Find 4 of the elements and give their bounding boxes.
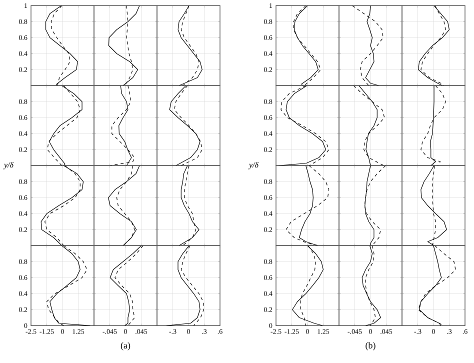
y-axis-title: y/δ bbox=[3, 162, 14, 170]
text: (b) bbox=[366, 342, 376, 351]
y-axis-title: y/δ bbox=[248, 162, 259, 170]
text: (a) bbox=[120, 342, 130, 351]
